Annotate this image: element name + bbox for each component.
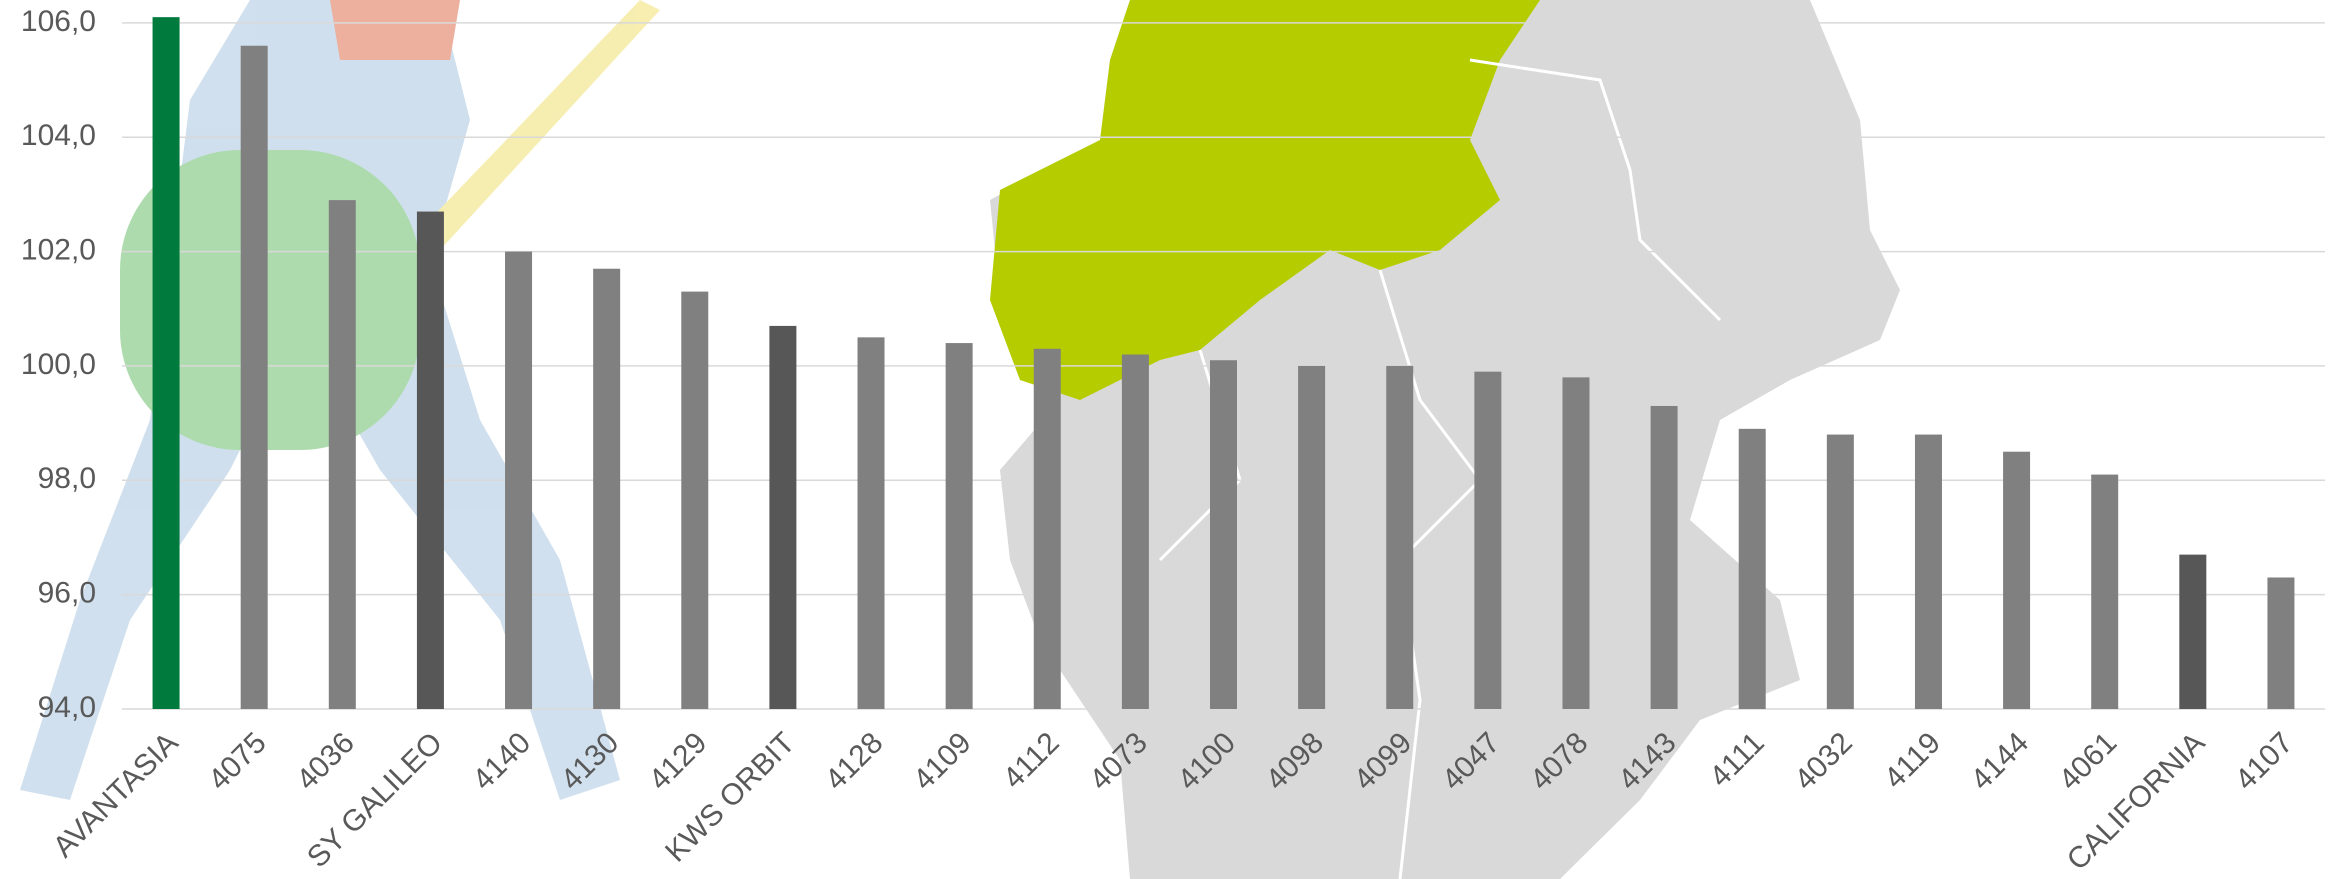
- bar: [1739, 429, 1766, 709]
- bar: [946, 343, 973, 709]
- bar: [1210, 360, 1237, 709]
- x-tick-label: 4061: [2053, 726, 2124, 797]
- x-tick-label: 4075: [202, 726, 273, 797]
- bar: [1915, 435, 1942, 709]
- bar: [1386, 366, 1413, 709]
- bar: [1562, 377, 1589, 709]
- y-tick-label: 98,0: [38, 462, 96, 495]
- bar: [1122, 355, 1149, 710]
- y-tick-label: 100,0: [21, 348, 96, 381]
- page: {"chart_data": {"type": "bar", "categori…: [0, 0, 2339, 879]
- bar: [2003, 452, 2030, 709]
- y-tick-label: 106,0: [21, 5, 96, 38]
- y-tick-label: 104,0: [21, 119, 96, 152]
- x-tick-label: 4032: [1788, 726, 1859, 797]
- bar: [1474, 372, 1501, 709]
- x-tick-label: 4129: [643, 726, 714, 797]
- x-tick-label: 4109: [907, 726, 978, 797]
- bar: [2179, 555, 2206, 709]
- x-tick-label: 4119: [1878, 726, 1947, 795]
- bar: [2091, 475, 2118, 709]
- bar: [417, 212, 444, 709]
- bar: [241, 46, 268, 709]
- x-tick-label: 4111: [1703, 726, 1770, 793]
- x-tick-label: 4107: [2229, 726, 2300, 797]
- x-tick-label: 4128: [819, 726, 890, 797]
- bar: [1827, 435, 1854, 709]
- x-tick-label: 4036: [290, 726, 361, 797]
- bar: [1034, 349, 1061, 709]
- y-tick-label: 96,0: [38, 577, 96, 610]
- x-tick-label: 4144: [1965, 726, 2036, 797]
- bar: [1651, 406, 1678, 709]
- bar: [769, 326, 796, 709]
- bar: [2267, 577, 2294, 709]
- bar: [329, 200, 356, 709]
- bar: [681, 292, 708, 709]
- bar: [858, 337, 885, 709]
- x-tick-label: 4140: [467, 726, 538, 797]
- bar: [1298, 366, 1325, 709]
- y-tick-label: 94,0: [38, 691, 96, 724]
- bar: [593, 269, 620, 709]
- chart: 94,096,098,0100,0102,0104,0106,0AVANTASI…: [0, 0, 2339, 879]
- bar: [505, 252, 532, 709]
- x-tick-label: 4112: [997, 726, 1066, 795]
- y-tick-label: 102,0: [21, 234, 96, 267]
- bar: [153, 17, 180, 709]
